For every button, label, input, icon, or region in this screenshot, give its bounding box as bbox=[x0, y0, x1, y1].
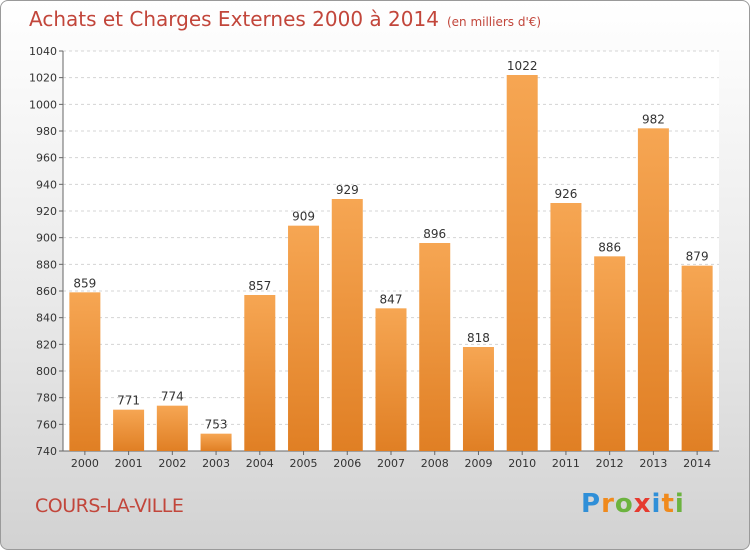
city-name: COURS-LA-VILLE bbox=[35, 495, 184, 517]
bar bbox=[156, 405, 188, 451]
unit-label: (en milliers d'€) bbox=[446, 15, 542, 29]
x-tick-label: 2006 bbox=[333, 457, 361, 470]
x-tick-label: 2012 bbox=[596, 457, 624, 470]
value-label: 771 bbox=[117, 394, 140, 408]
x-tick-label: 2009 bbox=[464, 457, 492, 470]
value-label: 926 bbox=[554, 187, 577, 201]
bar bbox=[69, 292, 101, 451]
y-tick-label: 920 bbox=[36, 205, 57, 218]
x-tick-label: 2003 bbox=[202, 457, 230, 470]
y-tick-label: 800 bbox=[36, 365, 57, 378]
bar bbox=[244, 295, 276, 451]
y-tick-label: 900 bbox=[36, 232, 57, 245]
value-label: 929 bbox=[336, 183, 359, 197]
value-label: 879 bbox=[686, 250, 709, 264]
logo-letter: i bbox=[674, 489, 685, 519]
y-tick-label: 840 bbox=[36, 312, 57, 325]
y-tick-label: 820 bbox=[36, 338, 57, 351]
bar bbox=[637, 128, 669, 451]
x-tick-label: 2001 bbox=[115, 457, 143, 470]
x-tick-label: 2013 bbox=[639, 457, 667, 470]
x-tick-label: 2014 bbox=[683, 457, 711, 470]
y-tick-label: 780 bbox=[36, 392, 57, 405]
value-label: 857 bbox=[248, 279, 271, 293]
y-tick-label: 940 bbox=[36, 178, 57, 191]
value-label: 774 bbox=[161, 390, 184, 404]
bar bbox=[506, 75, 538, 451]
bar bbox=[200, 433, 232, 451]
value-label: 847 bbox=[380, 292, 403, 306]
logo-letter: t bbox=[661, 489, 675, 519]
bar bbox=[288, 225, 320, 451]
value-label: 753 bbox=[205, 418, 228, 432]
x-tick-label: 2000 bbox=[71, 457, 99, 470]
value-label: 982 bbox=[642, 112, 665, 126]
proxiti-logo[interactable]: Proxiti bbox=[581, 489, 685, 519]
value-label: 818 bbox=[467, 331, 490, 345]
bar bbox=[462, 347, 494, 451]
bar bbox=[331, 199, 363, 451]
x-tick-label: 2010 bbox=[508, 457, 536, 470]
y-tick-label: 880 bbox=[36, 258, 57, 271]
logo-letter: o bbox=[614, 489, 634, 519]
x-tick-label: 2011 bbox=[552, 457, 580, 470]
bar bbox=[681, 265, 713, 451]
logo-letter: x bbox=[633, 489, 652, 519]
chart-title: Achats et Charges Externes 2000 à 2014 (e… bbox=[29, 7, 541, 31]
logo-letter: i bbox=[651, 489, 662, 519]
value-label: 909 bbox=[292, 210, 315, 224]
x-tick-label: 2005 bbox=[290, 457, 318, 470]
y-tick-label: 860 bbox=[36, 285, 57, 298]
bar bbox=[594, 256, 626, 451]
x-tick-label: 2007 bbox=[377, 457, 405, 470]
value-label: 896 bbox=[423, 227, 446, 241]
y-tick-label: 1000 bbox=[29, 98, 57, 111]
y-tick-label: 980 bbox=[36, 125, 57, 138]
x-tick-label: 2008 bbox=[421, 457, 449, 470]
bar bbox=[550, 203, 582, 451]
y-tick-label: 1040 bbox=[29, 45, 57, 58]
chart-title-text: Achats et Charges Externes 2000 à 2014 bbox=[29, 7, 439, 31]
logo-letter: r bbox=[601, 489, 615, 519]
y-tick-label: 760 bbox=[36, 418, 57, 431]
logo-letter: P bbox=[581, 489, 602, 519]
bar bbox=[375, 308, 407, 451]
x-tick-label: 2004 bbox=[246, 457, 274, 470]
bar bbox=[419, 243, 451, 451]
y-tick-label: 740 bbox=[36, 445, 57, 458]
value-label: 1022 bbox=[507, 59, 538, 73]
y-tick-label: 960 bbox=[36, 152, 57, 165]
x-tick-label: 2002 bbox=[158, 457, 186, 470]
value-label: 859 bbox=[73, 276, 96, 290]
bar bbox=[113, 409, 145, 451]
y-tick-label: 1020 bbox=[29, 72, 57, 85]
value-label: 886 bbox=[598, 240, 621, 254]
